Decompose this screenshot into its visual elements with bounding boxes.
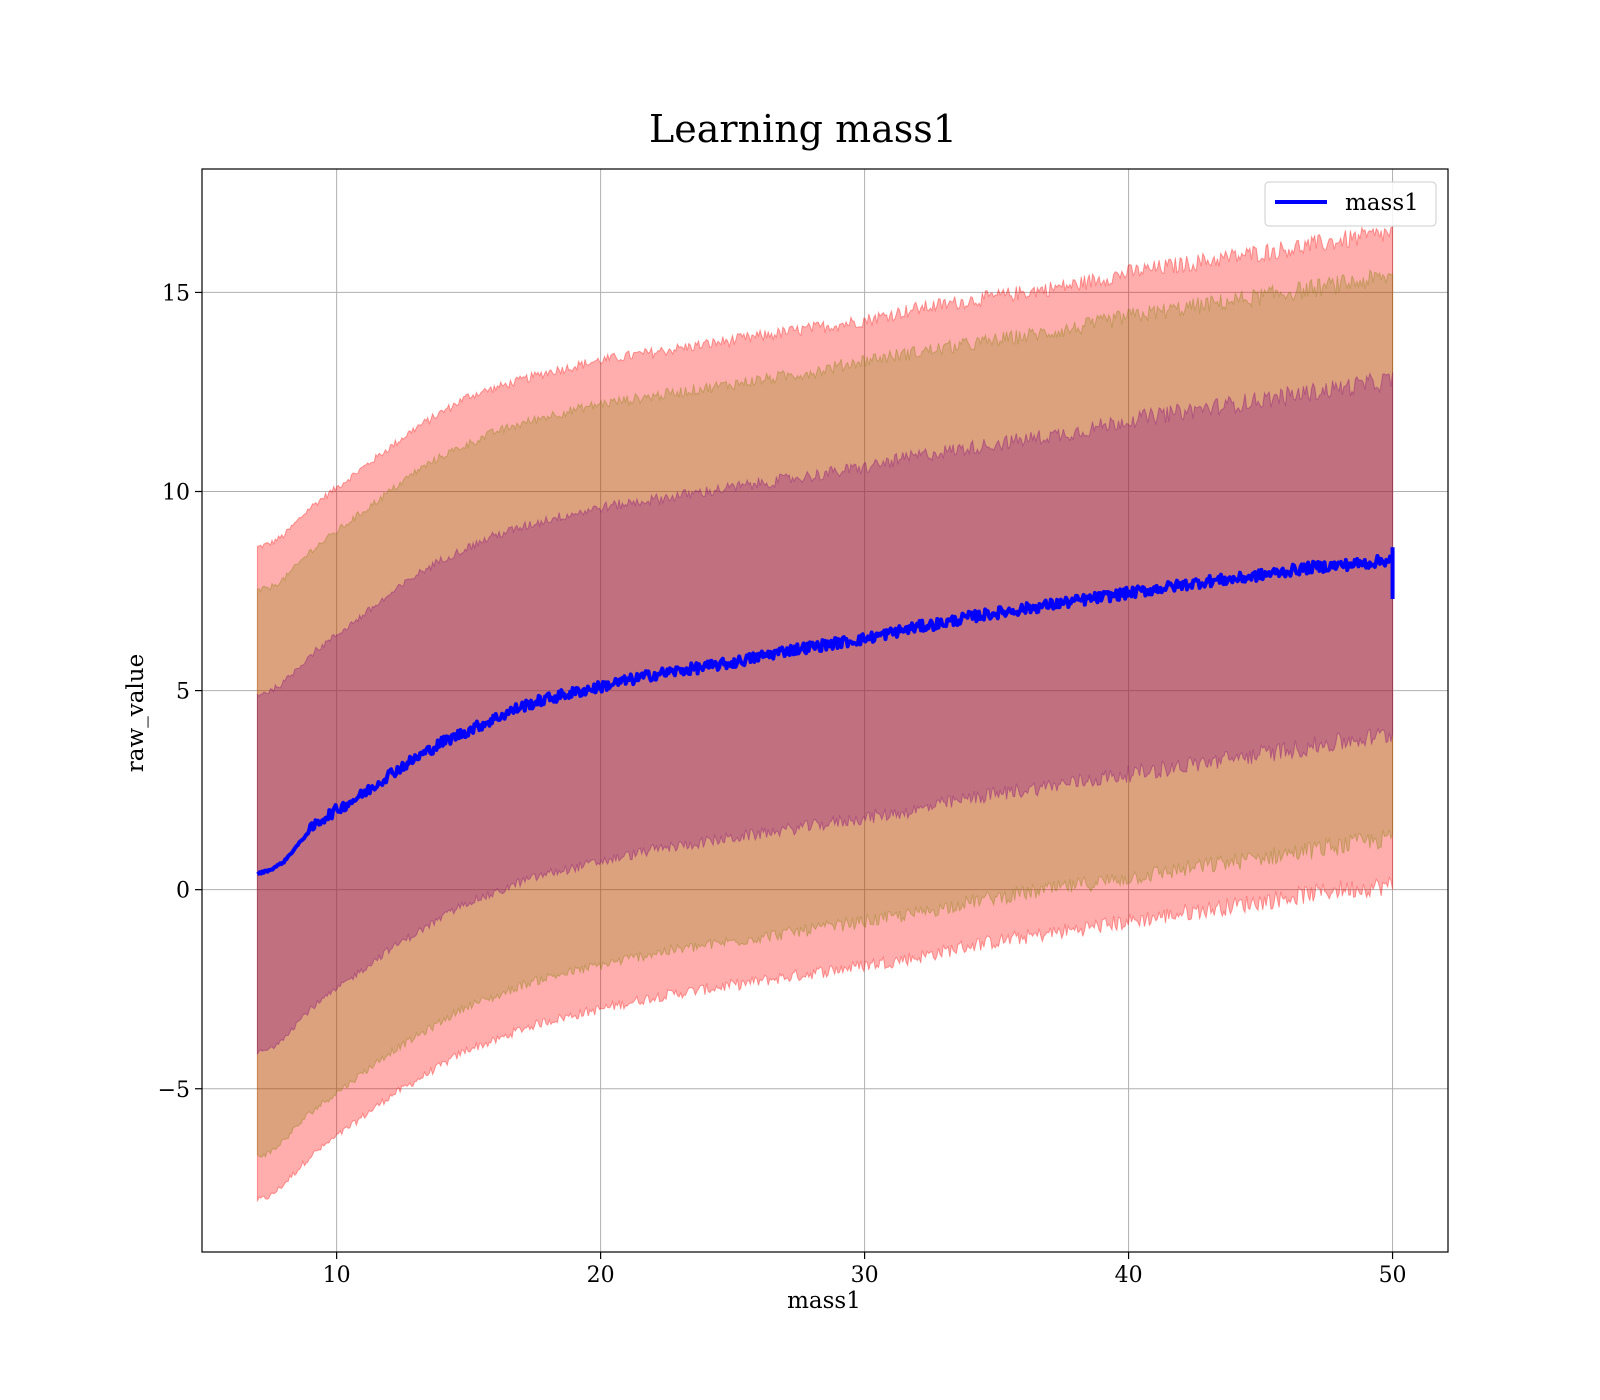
series-lines	[256, 547, 1395, 877]
plot-frame	[201, 168, 1449, 1253]
x-tick-label: 40	[1115, 1263, 1143, 1288]
x-axis-label: mass1	[787, 1288, 861, 1314]
legend-label-mass1: mass1	[1345, 190, 1419, 216]
y-tick-label: 10	[162, 481, 190, 506]
grid	[202, 169, 1448, 1252]
x-tick-label: 10	[323, 1263, 351, 1288]
chart-title: Learning mass1	[649, 107, 957, 151]
y-axis-label: raw_value	[123, 654, 149, 772]
legend-box	[1264, 181, 1437, 227]
x-tick-label: 30	[851, 1263, 879, 1288]
x-tick-label: 20	[587, 1263, 615, 1288]
legend: mass1	[1264, 181, 1437, 227]
x-tick-label: 50	[1379, 1263, 1407, 1288]
y-axis-ticks: 15 10 5 0 −5	[158, 281, 202, 1103]
y-tick-label: 5	[176, 680, 190, 705]
y-tick-label: 0	[176, 879, 190, 904]
y-tick-label: 15	[162, 281, 190, 306]
band-1-sigma	[256, 372, 1394, 1055]
confidence-bands	[256, 225, 1394, 1202]
x-axis-ticks: 10 20 30 40 50	[323, 1252, 1407, 1288]
y-tick-label: −5	[158, 1078, 190, 1103]
band-2-sigma	[256, 268, 1394, 1159]
band-3-sigma	[256, 225, 1394, 1202]
line-mass1	[256, 554, 1395, 877]
